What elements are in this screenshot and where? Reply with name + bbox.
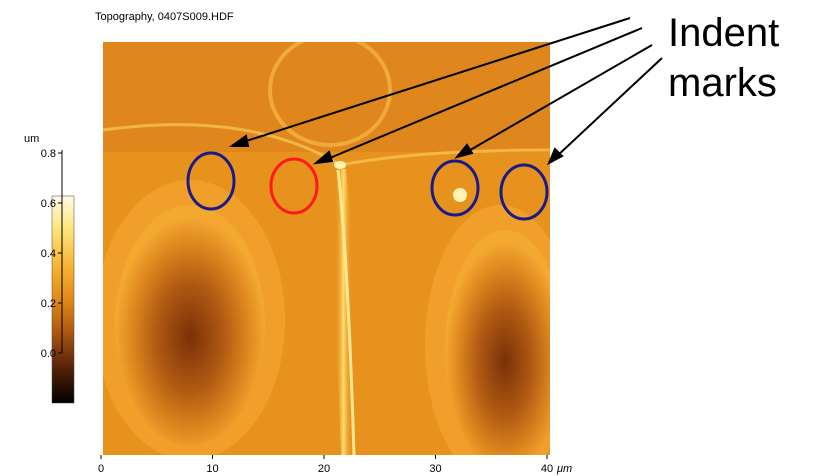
image-title: Topography, 0407S009.HDF — [95, 11, 234, 23]
colorbar-tick-label: 0.8 — [41, 148, 56, 160]
colorbar-tick-label: 0.0 — [41, 348, 56, 360]
colorbar — [51, 195, 75, 404]
annotation-text: marks — [668, 61, 777, 105]
x-tick-label: 0 — [98, 463, 104, 475]
colorbar-unit: um — [24, 133, 39, 145]
x-tick-label: 10 — [206, 463, 218, 475]
colorbar-tick-label: 0.6 — [41, 198, 56, 210]
colorbar-tick-label: 0.4 — [41, 248, 56, 260]
x-tick-label: 40 — [541, 463, 553, 475]
x-axis-unit: μm — [556, 463, 572, 475]
indent-circles — [186, 151, 549, 221]
x-tick-label: 30 — [429, 463, 441, 475]
topography-image — [103, 42, 550, 455]
x-tick-label: 20 — [318, 463, 330, 475]
arrows — [228, 17, 663, 166]
annotation-text: Indent — [668, 11, 779, 55]
colorbar-tick-label: 0.2 — [41, 298, 56, 310]
